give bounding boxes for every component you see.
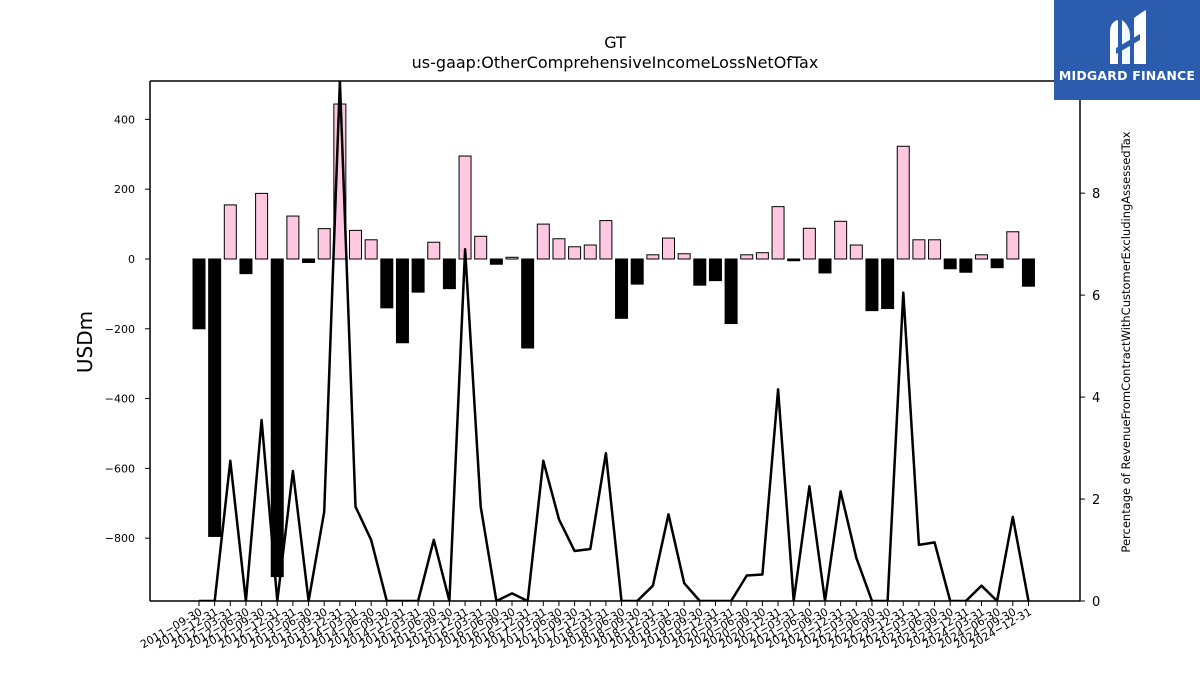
bar	[787, 258, 801, 262]
bar	[223, 204, 237, 260]
midgard-logo-icon	[1110, 10, 1146, 64]
bar	[849, 244, 863, 260]
bar	[677, 253, 691, 260]
y2-tick-label: 8	[1092, 187, 1100, 202]
y2-axis-label: Percentage of RevenueFromContractWithCus…	[1119, 131, 1133, 552]
y-tick-label: −200	[105, 323, 135, 336]
y-tick-label: 0	[128, 253, 135, 266]
brand-name: MIDGARD FINANCE	[1058, 68, 1196, 83]
bar	[192, 258, 206, 330]
bar	[411, 258, 425, 293]
bar	[599, 220, 613, 260]
bar	[896, 145, 910, 260]
bar	[349, 229, 362, 260]
bar	[1021, 258, 1035, 287]
axes-layer: −800−600−400−200020040002468102011−09-30…	[105, 80, 1109, 651]
bar	[521, 258, 535, 349]
bar	[693, 258, 707, 286]
bar	[270, 258, 284, 578]
bar	[1006, 231, 1020, 260]
bar	[881, 258, 895, 310]
brand-logo: MIDGARD FINANCE	[1054, 0, 1200, 100]
y-tick-label: −800	[105, 532, 135, 545]
bar	[740, 254, 754, 260]
bar	[474, 235, 488, 260]
y2-tick-label: 0	[1092, 595, 1100, 610]
y2-tick-label: 2	[1092, 493, 1100, 508]
bar	[536, 223, 550, 260]
bar	[505, 256, 519, 260]
bar	[724, 258, 738, 325]
bar	[975, 254, 988, 260]
y-tick-label: −400	[105, 393, 135, 406]
y2-tick-label: 6	[1092, 289, 1100, 304]
bar	[442, 258, 456, 290]
bar	[818, 258, 832, 274]
bar	[755, 252, 769, 260]
bar	[646, 254, 660, 260]
bar	[928, 239, 942, 260]
series-line	[199, 81, 1030, 601]
bar	[458, 155, 472, 260]
bar	[708, 258, 722, 282]
y-axis-label: USDm	[73, 311, 97, 373]
y-tick-label: 200	[114, 183, 135, 196]
bar	[489, 258, 503, 265]
bar	[912, 239, 926, 260]
bar	[302, 258, 316, 263]
bar	[943, 258, 957, 270]
y-tick-label: −600	[105, 462, 135, 475]
bar	[959, 258, 973, 273]
bar	[239, 258, 253, 275]
bar	[317, 228, 331, 260]
line-layer	[199, 81, 1030, 601]
bar	[771, 206, 785, 260]
y-tick-label: 400	[114, 113, 135, 126]
y2-tick-label: 4	[1092, 391, 1100, 406]
bar	[427, 241, 441, 260]
bar	[364, 239, 378, 260]
bar	[990, 258, 1004, 269]
bar	[286, 215, 300, 260]
bar	[834, 220, 848, 260]
bar	[615, 258, 629, 319]
bar	[802, 227, 816, 260]
bars-layer	[192, 103, 1035, 578]
bar	[568, 246, 582, 260]
bar	[662, 237, 675, 260]
bar	[380, 258, 394, 309]
chart-title: GT	[604, 33, 626, 52]
bar	[255, 192, 269, 260]
bar	[583, 244, 597, 260]
bar	[395, 258, 409, 344]
bar	[630, 258, 644, 285]
bar	[552, 238, 566, 260]
bar	[208, 258, 222, 537]
chart-subtitle: us-gaap:OtherComprehensiveIncomeLossNetO…	[412, 53, 819, 72]
bar	[865, 258, 879, 312]
